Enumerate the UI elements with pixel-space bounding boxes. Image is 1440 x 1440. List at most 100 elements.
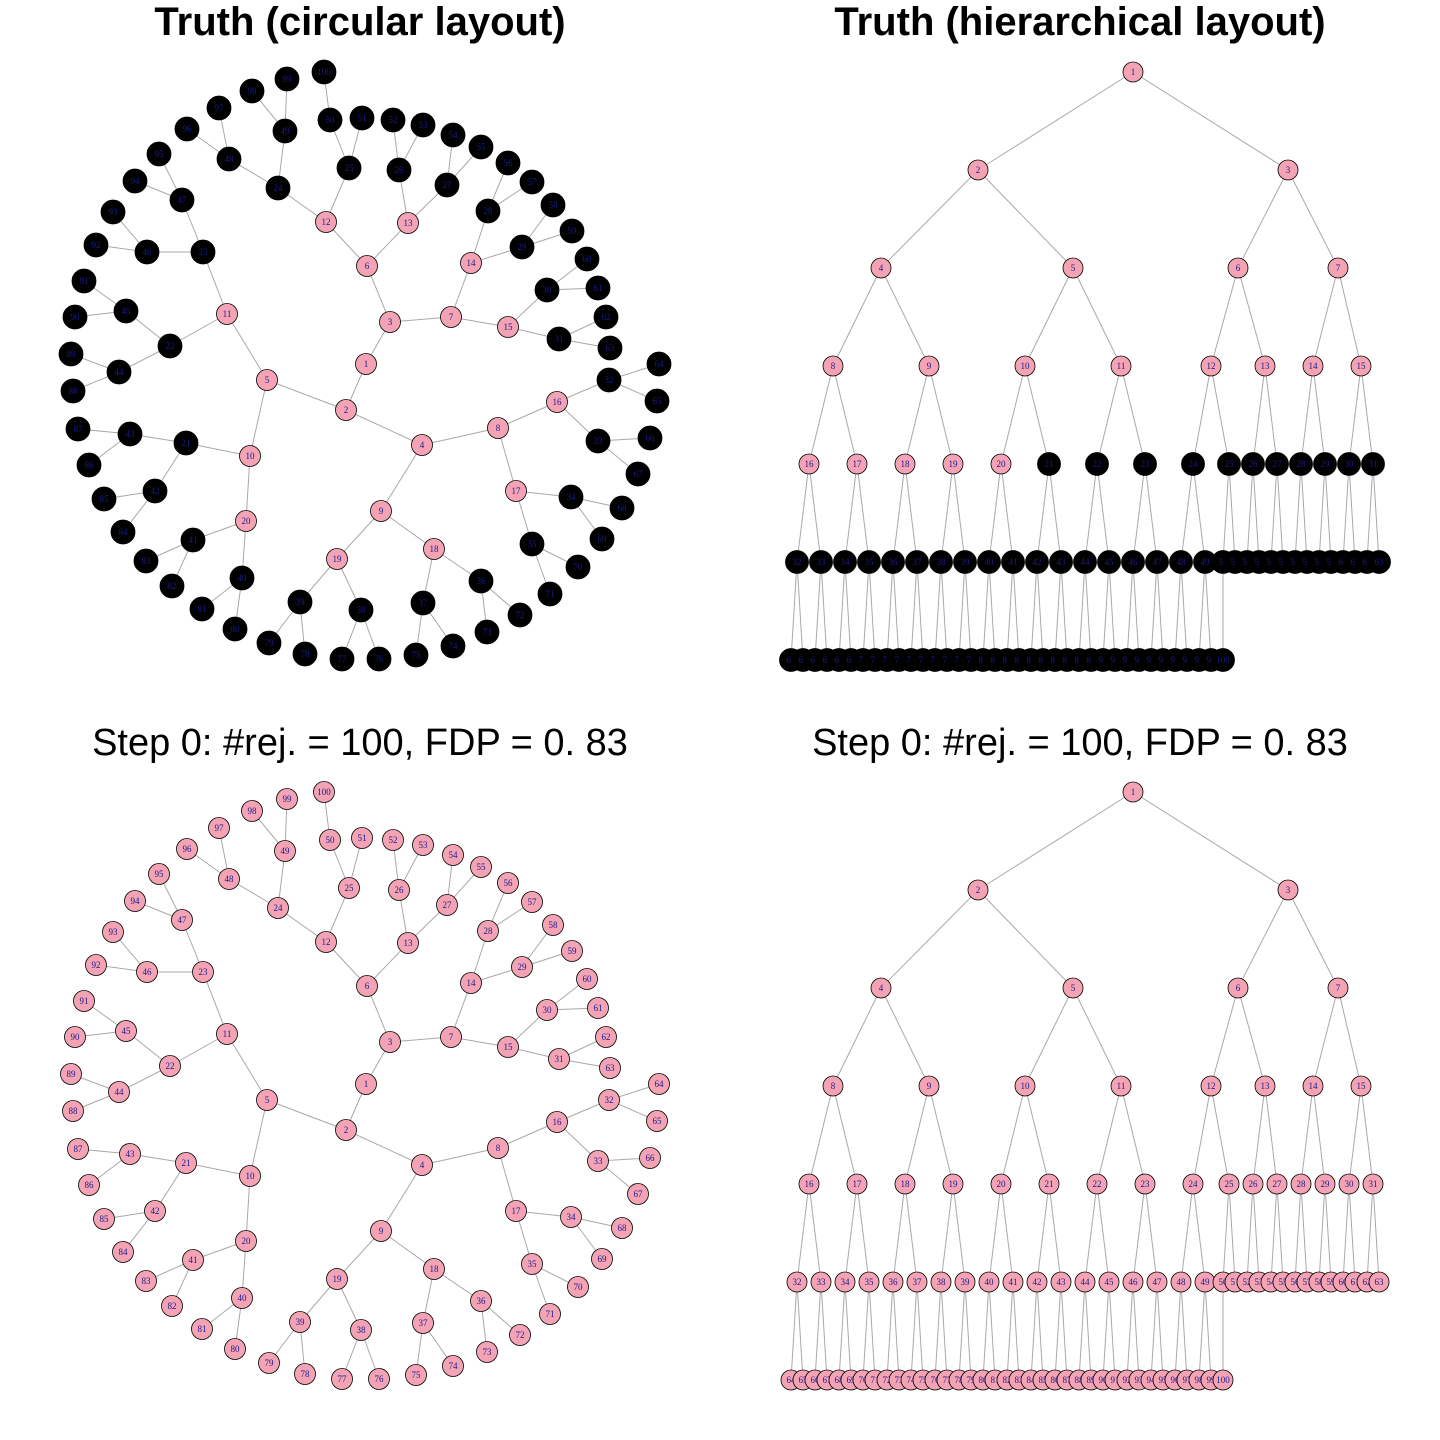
tree-edge-36-72 <box>886 1281 894 1381</box>
tree-edge-38-76 <box>934 1281 942 1381</box>
node-label-34: 34 <box>841 1277 851 1287</box>
node-label-3: 3 <box>1286 165 1291 175</box>
tree-node-3: 3 <box>1277 159 1299 181</box>
tree-node-26: 26 <box>388 879 410 901</box>
node-label-34: 34 <box>567 1212 577 1222</box>
node-label-80: 80 <box>231 1344 241 1354</box>
node-label-41: 41 <box>1009 1277 1018 1287</box>
tree-edge-41-82 <box>1006 1281 1014 1381</box>
node-label-7: 7 <box>1336 983 1341 993</box>
node-label-92: 92 <box>1123 655 1132 665</box>
tree-node-20: 20 <box>990 1173 1012 1195</box>
tree-node-19: 19 <box>326 548 348 570</box>
node-label-87: 87 <box>74 424 84 434</box>
tree-node-69: 69 <box>589 526 615 552</box>
tree-edge-17-34 <box>844 463 858 563</box>
node-label-83: 83 <box>142 556 152 566</box>
tree-node-65: 65 <box>646 1110 668 1132</box>
tree-node-13: 13 <box>1254 1075 1276 1097</box>
tree-node-53: 53 <box>412 834 434 856</box>
node-label-30: 30 <box>1345 459 1355 469</box>
tree-node-24: 24 <box>1181 452 1205 476</box>
title-step0-circular: Step 0: #rej. = 100, FDP = 0. 83 <box>92 722 628 764</box>
tree-edge-2-5 <box>977 889 1074 989</box>
node-label-14: 14 <box>1309 1081 1319 1091</box>
tree-edge-15-30 <box>1348 1085 1362 1185</box>
tree-edge-8-17 <box>832 1085 858 1185</box>
tree-edge-4-9 <box>380 1164 423 1232</box>
tree-edge-42-85 <box>1036 1281 1044 1381</box>
node-label-11: 11 <box>223 1029 232 1039</box>
node-label-3: 3 <box>388 317 393 327</box>
node-label-93: 93 <box>1135 1375 1145 1385</box>
tree-edge-11-23 <box>202 971 228 1035</box>
tree-edge-44-88 <box>1078 1281 1086 1381</box>
tree-node-100: 100 <box>1211 648 1235 672</box>
tree-node-99: 99 <box>276 788 298 810</box>
node-label-61: 61 <box>594 283 603 293</box>
tree-edge-39-79 <box>964 561 972 661</box>
node-label-25: 25 <box>1225 1179 1235 1189</box>
tree-edge-11-22 <box>1096 365 1122 465</box>
tree-edge-31-62 <box>1366 463 1374 563</box>
tree-node-100: 100 <box>311 59 337 85</box>
tree-edge-49-98 <box>1198 561 1206 661</box>
node-label-19: 19 <box>949 459 959 469</box>
node-label-12: 12 <box>1207 1081 1216 1091</box>
tree-edge-10-20 <box>1000 365 1026 465</box>
node-label-79: 79 <box>967 1375 977 1385</box>
tree-node-60: 60 <box>574 246 600 272</box>
tree-node-83: 83 <box>133 548 159 574</box>
node-label-48: 48 <box>225 154 235 164</box>
tree-node-11: 11 <box>216 1023 238 1045</box>
tree-node-15: 15 <box>497 316 519 338</box>
tree-node-59: 59 <box>561 940 583 962</box>
tree-edge-26-53 <box>1252 1183 1260 1283</box>
tree-edge-44-89 <box>1084 1281 1092 1381</box>
node-label-98: 98 <box>248 86 258 96</box>
node-label-37: 37 <box>419 598 429 608</box>
tree-edge-9-18 <box>904 1085 930 1185</box>
tree-node-7: 7 <box>440 1026 462 1048</box>
tree-edge-3-6 <box>1237 889 1289 989</box>
tree-node-71: 71 <box>539 1303 561 1325</box>
tree-edge-35-70 <box>862 1281 870 1381</box>
node-label-93: 93 <box>109 927 119 937</box>
tree-edge-2-4 <box>880 889 979 989</box>
node-label-35: 35 <box>528 539 538 549</box>
node-label-2: 2 <box>976 165 981 175</box>
node-label-24: 24 <box>1189 459 1199 469</box>
node-label-69: 69 <box>598 534 608 544</box>
node-label-42: 42 <box>151 486 160 496</box>
node-label-82: 82 <box>168 1301 177 1311</box>
node-label-11: 11 <box>1117 361 1126 371</box>
tree-node-5: 5 <box>1062 257 1084 279</box>
tree-node-22: 22 <box>1086 1173 1108 1195</box>
node-label-65: 65 <box>653 396 663 406</box>
node-label-20: 20 <box>242 1236 252 1246</box>
tree-node-86: 86 <box>78 1174 100 1196</box>
node-label-85: 85 <box>100 1214 110 1224</box>
tree-edge-40-81 <box>988 1281 996 1381</box>
node-label-63: 63 <box>606 343 616 353</box>
node-label-58: 58 <box>549 200 559 210</box>
tree-node-31: 31 <box>1362 1173 1384 1195</box>
node-label-98: 98 <box>248 806 258 816</box>
node-label-56: 56 <box>504 878 514 888</box>
node-label-10: 10 <box>246 451 256 461</box>
node-label-68: 68 <box>618 1223 628 1233</box>
node-label-50: 50 <box>326 115 336 125</box>
tree-node-4: 4 <box>411 1154 433 1176</box>
tree-node-72: 72 <box>507 602 533 628</box>
tree-edge-2-5 <box>266 1099 347 1131</box>
node-label-41: 41 <box>189 535 198 545</box>
tree-node-52: 52 <box>382 829 404 851</box>
tree-node-44: 44 <box>1073 550 1097 574</box>
node-label-55: 55 <box>1279 1277 1289 1287</box>
node-label-50: 50 <box>1219 1277 1229 1287</box>
tree-node-29: 29 <box>511 956 533 978</box>
tree-edge-3-6 <box>1237 169 1289 269</box>
tree-edge-6-13 <box>1237 987 1266 1087</box>
node-label-79: 79 <box>265 638 275 648</box>
node-label-23: 23 <box>199 967 209 977</box>
